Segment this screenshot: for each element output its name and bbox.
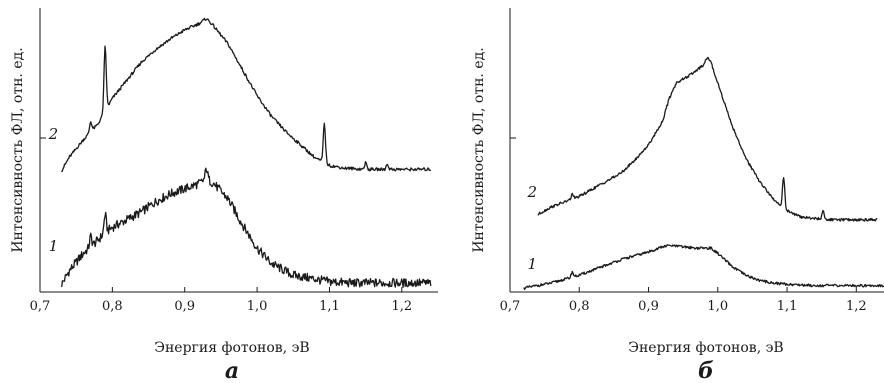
panel-a-letter: а bbox=[225, 358, 239, 383]
panel-b-series-2-label: 2 bbox=[527, 183, 538, 201]
chart-panel-a: 0,7 0,8 0,9 1,0 1,1 1,2 12 Интенсивность ФЛ, … bbox=[10, 8, 438, 383]
panel-a-x-tick-label: 1,1 bbox=[319, 299, 340, 314]
panel-a-y-axis-label: Интенсивность ФЛ, отн. ед. bbox=[10, 47, 26, 252]
panel-b-x-tick-label: 1,2 bbox=[846, 299, 867, 314]
panel-a-x-tick-label: 0,7 bbox=[30, 299, 51, 314]
panel-b-x-axis-label: Энергия фотонов, эВ bbox=[628, 340, 783, 356]
panel-a-x-tick-label: 1,2 bbox=[391, 299, 412, 314]
panel-a-series-1-label: 1 bbox=[49, 237, 59, 255]
panel-a-curves: 12 bbox=[48, 17, 432, 288]
panel-b-series-1-label: 1 bbox=[528, 255, 538, 273]
panel-b-x-tick-label: 0,8 bbox=[569, 299, 590, 314]
panel-b-x-ticks: 0,7 0,8 0,9 1,0 1,1 1,2 bbox=[500, 287, 867, 314]
panel-a-series-2-line bbox=[61, 17, 432, 173]
panel-b-x-tick-label: 0,7 bbox=[500, 299, 521, 314]
panel-b-x-tick-label: 0,9 bbox=[638, 299, 659, 314]
panel-b-series-2-line bbox=[537, 56, 878, 222]
panel-b-y-axis-label: Интенсивность ФЛ, отн. ед. bbox=[471, 47, 487, 252]
panel-a-x-ticks: 0,7 0,8 0,9 1,0 1,1 1,2 bbox=[30, 287, 412, 314]
panel-a-x-tick-label: 0,8 bbox=[102, 299, 123, 314]
chart-panel-b: 0,7 0,8 0,9 1,0 1,1 1,2 12 Интенсивность ФЛ, … bbox=[471, 8, 884, 383]
panel-b-x-tick-label: 1,0 bbox=[707, 299, 728, 314]
panel-b-letter: б bbox=[698, 358, 714, 383]
panel-a-x-tick-label: 1,0 bbox=[247, 299, 268, 314]
panel-a-x-tick-label: 0,9 bbox=[174, 299, 195, 314]
panel-b-x-tick-label: 1,1 bbox=[777, 299, 798, 314]
panel-a-x-axis-label: Энергия фотонов, эВ bbox=[154, 340, 309, 356]
panel-b-curves: 12 bbox=[523, 56, 884, 290]
panel-a-series-2-label: 2 bbox=[48, 125, 59, 143]
panel-b-series-1-line bbox=[523, 244, 884, 290]
panel-a-series-1-line bbox=[61, 167, 432, 288]
